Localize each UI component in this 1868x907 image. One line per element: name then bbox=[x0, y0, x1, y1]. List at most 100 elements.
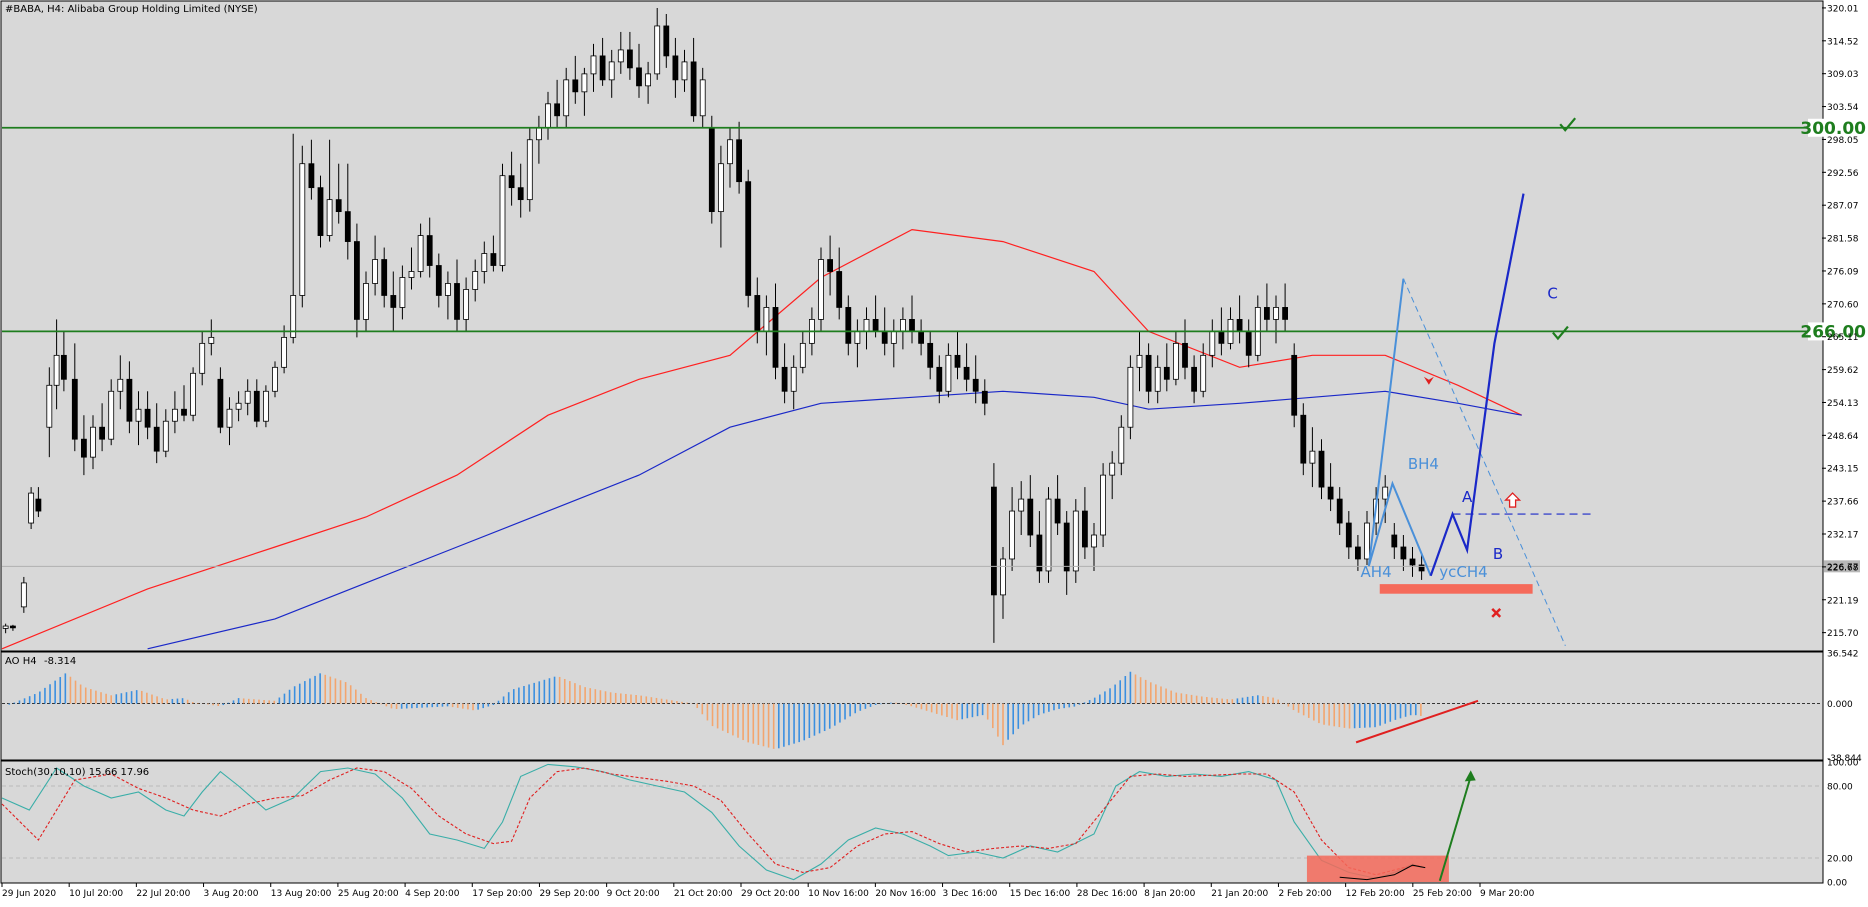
candle-body bbox=[144, 408, 151, 428]
candle-body bbox=[945, 354, 952, 392]
candle-body bbox=[617, 49, 624, 63]
date-tick-label: 4 Sep 20:00 bbox=[405, 889, 460, 899]
candle-body bbox=[472, 271, 479, 290]
candle-body bbox=[399, 277, 406, 308]
candle-body bbox=[599, 55, 606, 81]
price-tick-label: 243.15 bbox=[1827, 465, 1859, 475]
candle-body bbox=[1209, 330, 1216, 356]
candle-body bbox=[344, 211, 351, 242]
stoch-indicator-layer bbox=[1, 763, 1822, 882]
candle-body bbox=[1027, 498, 1034, 536]
candle-body bbox=[208, 336, 215, 344]
candle-body bbox=[818, 259, 824, 320]
ao-tick-label: 0.000 bbox=[1827, 700, 1853, 710]
price-tick-label: 226.68 bbox=[1827, 563, 1859, 573]
date-tick-label: 25 Feb 20:00 bbox=[1413, 889, 1472, 899]
candle-body bbox=[772, 307, 779, 368]
ao-indicator-layer bbox=[2, 671, 1822, 749]
ao-divergence-line bbox=[1355, 699, 1479, 744]
candle-body bbox=[299, 163, 306, 296]
candle-body bbox=[1018, 498, 1025, 512]
price-tick-label: 287.07 bbox=[1827, 202, 1859, 212]
candle-body bbox=[481, 253, 488, 272]
candle-body bbox=[1063, 522, 1070, 572]
date-tick-label: 13 Aug 20:00 bbox=[271, 889, 332, 899]
candle-body bbox=[1154, 366, 1161, 392]
candle-body bbox=[90, 426, 96, 458]
candle-body bbox=[727, 139, 733, 165]
stoch-tick-label: 80.00 bbox=[1827, 783, 1853, 793]
candle-body bbox=[672, 55, 679, 81]
candle-body bbox=[1391, 534, 1398, 548]
candle-body bbox=[426, 235, 433, 266]
candle-body bbox=[1045, 498, 1052, 572]
price-tick-label: 254.13 bbox=[1827, 399, 1859, 409]
date-tick-label: 8 Jan 20:00 bbox=[1144, 889, 1196, 899]
price-tick-label: 248.64 bbox=[1827, 432, 1859, 442]
candle-body bbox=[754, 295, 761, 332]
level-label-bg bbox=[1808, 118, 1868, 137]
price-tick-label: 232.17 bbox=[1827, 530, 1859, 540]
candle-body bbox=[508, 175, 515, 189]
candle-body bbox=[308, 163, 315, 189]
candle-body bbox=[1072, 510, 1079, 572]
price-tick-label: 314.52 bbox=[1827, 37, 1859, 47]
moving-average-line-2 bbox=[147, 390, 1522, 650]
price-tick-label: 298.05 bbox=[1827, 136, 1859, 146]
candle-body bbox=[326, 199, 333, 236]
candle-body bbox=[1355, 546, 1361, 560]
stoch-arrow-head bbox=[1464, 770, 1476, 782]
stoch-signal-line bbox=[1, 767, 1422, 876]
price-tick-label: 237.66 bbox=[1827, 498, 1859, 508]
candle-body bbox=[1127, 366, 1134, 428]
date-tick-label: 3 Aug 20:00 bbox=[204, 889, 259, 899]
candle-body bbox=[991, 486, 997, 596]
stoch-main-line bbox=[1, 763, 1422, 881]
candle-body bbox=[81, 438, 87, 458]
candle-body bbox=[563, 79, 570, 117]
stoch-tick-label: 100.00 bbox=[1827, 759, 1859, 769]
candle-body bbox=[681, 61, 688, 81]
date-tick-label: 10 Nov 16:00 bbox=[808, 889, 869, 899]
moving-average-line-1 bbox=[1, 228, 1522, 650]
candle-body bbox=[954, 354, 961, 368]
candle-body bbox=[226, 408, 233, 428]
candle-body bbox=[381, 259, 388, 296]
candle-body bbox=[60, 354, 67, 380]
candle-body bbox=[690, 61, 697, 117]
candle-body bbox=[28, 492, 35, 524]
candle-body bbox=[1218, 330, 1225, 344]
ao-title: AO H4 bbox=[5, 656, 37, 667]
candle-body bbox=[517, 187, 524, 201]
ao-value: -8.314 bbox=[44, 656, 76, 667]
candle-body bbox=[53, 354, 60, 386]
candle-body bbox=[235, 402, 242, 410]
candle-body bbox=[909, 319, 915, 332]
wave-lines-historic bbox=[1367, 278, 1432, 577]
candle-body bbox=[490, 253, 497, 266]
price-tick-label: 259.62 bbox=[1827, 366, 1859, 376]
date-tick-label: 3 Dec 16:00 bbox=[943, 889, 998, 899]
candle-body bbox=[10, 625, 16, 629]
wave-label-ah4: AH4 bbox=[1361, 563, 1392, 581]
candle-body bbox=[1400, 546, 1407, 560]
candle-body bbox=[1318, 450, 1325, 488]
checkmark-icon-300 bbox=[1559, 117, 1577, 132]
candle-body bbox=[836, 271, 843, 308]
candle-body bbox=[645, 73, 651, 87]
candle-body bbox=[454, 283, 460, 320]
candle-body bbox=[590, 55, 597, 75]
candle-body bbox=[1309, 450, 1316, 464]
wave-label-c: C bbox=[1547, 284, 1557, 302]
ao-tick-label: 36.542 bbox=[1827, 649, 1859, 659]
candle-body bbox=[881, 330, 888, 344]
level-label-bg bbox=[1808, 322, 1868, 341]
date-tick-label: 25 Aug 20:00 bbox=[338, 889, 399, 899]
candle-body bbox=[608, 61, 615, 81]
candle-body bbox=[854, 330, 861, 344]
candle-body bbox=[1291, 354, 1298, 416]
wave-label-a: A bbox=[1462, 488, 1473, 506]
candle-body bbox=[718, 163, 724, 213]
stoch-tick-label: 0.00 bbox=[1827, 879, 1847, 889]
